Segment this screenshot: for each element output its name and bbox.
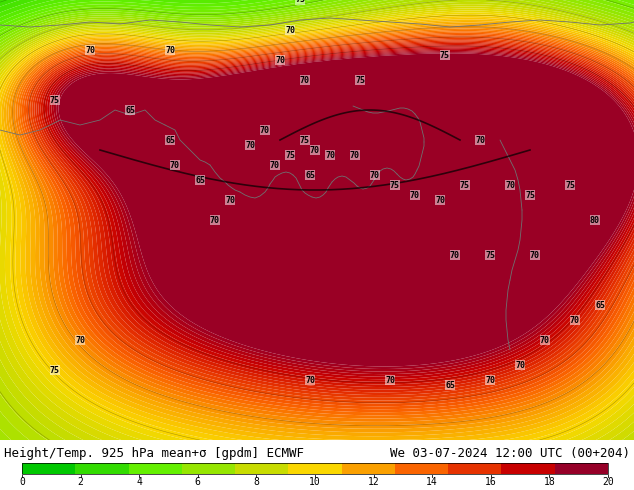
Bar <box>182 463 235 474</box>
Text: 75: 75 <box>390 180 400 190</box>
Text: 70: 70 <box>385 375 395 385</box>
Text: 75: 75 <box>485 250 495 260</box>
Text: 14: 14 <box>426 477 438 487</box>
Text: 75: 75 <box>565 180 575 190</box>
Text: 70: 70 <box>540 336 550 344</box>
Text: 70: 70 <box>210 216 220 224</box>
Text: 8: 8 <box>254 477 259 487</box>
Text: 10: 10 <box>309 477 321 487</box>
Text: 16: 16 <box>485 477 496 487</box>
Bar <box>448 463 501 474</box>
Text: 75: 75 <box>460 180 470 190</box>
Text: 65: 65 <box>595 300 605 310</box>
Text: 70: 70 <box>85 46 95 54</box>
Text: 70: 70 <box>305 375 315 385</box>
Bar <box>395 463 448 474</box>
Bar <box>342 463 395 474</box>
Text: 70: 70 <box>300 75 310 84</box>
Text: 65: 65 <box>195 175 205 185</box>
Text: 70: 70 <box>275 55 285 65</box>
Text: We 03-07-2024 12:00 UTC (00+204): We 03-07-2024 12:00 UTC (00+204) <box>390 447 630 460</box>
Text: 75: 75 <box>355 75 365 84</box>
Text: 18: 18 <box>543 477 555 487</box>
Text: 75: 75 <box>525 191 535 199</box>
Text: 65: 65 <box>445 381 455 390</box>
Text: 70: 70 <box>475 136 485 145</box>
Bar <box>22 463 75 474</box>
Text: 12: 12 <box>368 477 380 487</box>
Text: 4: 4 <box>136 477 142 487</box>
Text: 75: 75 <box>295 0 305 4</box>
Text: 70: 70 <box>170 161 180 170</box>
Text: 75: 75 <box>285 150 295 160</box>
Text: 75: 75 <box>300 136 310 145</box>
Text: 70: 70 <box>285 25 295 34</box>
Text: 75: 75 <box>50 366 60 374</box>
Bar <box>22 463 608 474</box>
Text: 70: 70 <box>485 375 495 385</box>
Text: 70: 70 <box>260 125 270 135</box>
Text: 70: 70 <box>410 191 420 199</box>
Text: 75: 75 <box>440 50 450 59</box>
Text: 65: 65 <box>125 105 135 115</box>
Text: 70: 70 <box>505 180 515 190</box>
Text: Height/Temp. 925 hPa mean+σ [gpdm] ECMWF: Height/Temp. 925 hPa mean+σ [gpdm] ECMWF <box>4 447 304 460</box>
Text: 70: 70 <box>225 196 235 204</box>
Text: 65: 65 <box>305 171 315 179</box>
Text: 70: 70 <box>75 336 85 344</box>
Bar <box>288 463 342 474</box>
Text: 2: 2 <box>77 477 84 487</box>
Text: 70: 70 <box>165 46 175 54</box>
Text: 70: 70 <box>270 161 280 170</box>
Text: 70: 70 <box>530 250 540 260</box>
Text: 65: 65 <box>165 136 175 145</box>
Text: 70: 70 <box>570 316 580 324</box>
Text: 75: 75 <box>50 96 60 104</box>
Text: 80: 80 <box>590 216 600 224</box>
Text: 70: 70 <box>450 250 460 260</box>
Text: 70: 70 <box>245 141 255 149</box>
Text: 70: 70 <box>310 146 320 154</box>
Text: 70: 70 <box>435 196 445 204</box>
Bar <box>555 463 608 474</box>
Bar <box>129 463 182 474</box>
Text: 0: 0 <box>19 477 25 487</box>
Bar <box>501 463 555 474</box>
Text: 70: 70 <box>325 150 335 160</box>
Text: 70: 70 <box>515 361 525 369</box>
Text: 70: 70 <box>370 171 380 179</box>
Text: 20: 20 <box>602 477 614 487</box>
Bar <box>235 463 288 474</box>
Text: 6: 6 <box>195 477 201 487</box>
Text: 70: 70 <box>350 150 360 160</box>
Bar <box>75 463 129 474</box>
